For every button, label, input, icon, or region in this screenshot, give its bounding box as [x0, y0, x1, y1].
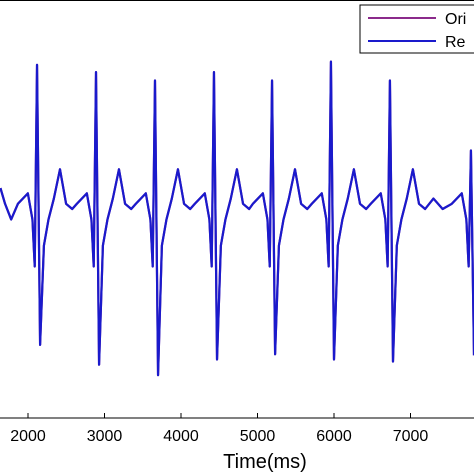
x-tick-label: 6000 [316, 428, 352, 445]
series-line [0, 60, 474, 377]
legend-box [359, 4, 474, 54]
series-line [0, 60, 474, 377]
legend-label: Ori [445, 11, 466, 28]
plot-frame [0, 0, 474, 419]
x-axis-label: Time(ms) [223, 451, 307, 473]
x-tick-label: 7000 [393, 428, 429, 445]
x-tick-label: 5000 [240, 428, 276, 445]
x-tick-label: 4000 [163, 428, 199, 445]
x-tick-label: 2000 [10, 428, 46, 445]
legend-label: Re [445, 34, 466, 51]
x-tick-label: 3000 [87, 428, 123, 445]
